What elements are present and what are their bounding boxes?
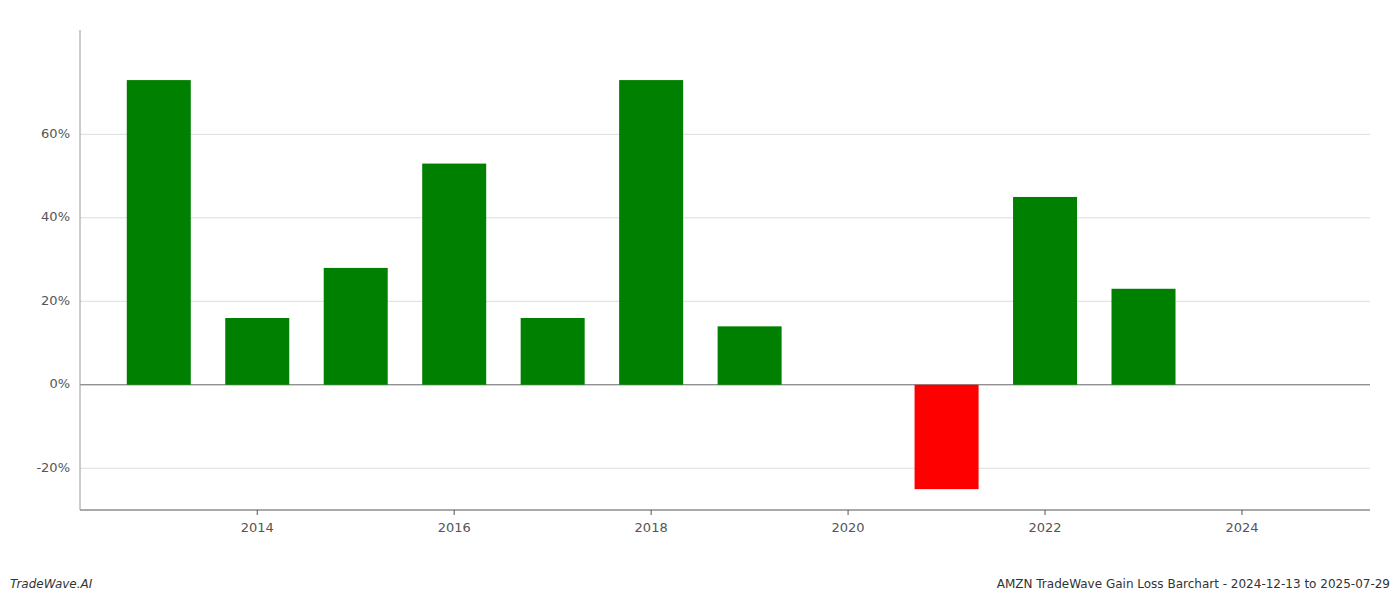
y-grid [80, 134, 1370, 468]
bar [718, 326, 782, 384]
bars [127, 80, 1176, 489]
x-tick-label: 2022 [1028, 520, 1061, 535]
grid-line [80, 468, 1370, 469]
x-tick [454, 510, 455, 515]
bar [127, 80, 191, 385]
y-tick-label: -20% [36, 460, 70, 475]
grid-line [80, 217, 1370, 218]
x-tick [257, 510, 258, 515]
footer-left: TradeWave.AI [10, 577, 93, 591]
y-tick-labels: -20% 0% 20% 40% 60% [36, 126, 70, 475]
bar [422, 164, 486, 385]
x-tick-label: 2016 [438, 520, 471, 535]
bar [324, 268, 388, 385]
bar [915, 385, 979, 489]
bar [521, 318, 585, 385]
x-tick-label: 2020 [832, 520, 865, 535]
x-ticks: 2014 2016 2018 2020 2022 2024 [241, 510, 1259, 535]
bar [1112, 289, 1176, 385]
footer-right: AMZN TradeWave Gain Loss Barchart - 2024… [997, 577, 1390, 591]
y-tick-label: 60% [41, 126, 70, 141]
grid-line [80, 301, 1370, 302]
x-tick-label: 2018 [635, 520, 668, 535]
x-tick-label: 2014 [241, 520, 274, 535]
chart-container: -20% 0% 20% 40% 60% 2014 2016 2018 2020 2022 2024 T… [0, 0, 1400, 600]
bar [225, 318, 289, 385]
y-tick-label: 0% [49, 376, 70, 391]
x-tick [1241, 510, 1242, 515]
y-tick-label: 20% [41, 293, 70, 308]
x-tick [651, 510, 652, 515]
x-axis-line [80, 510, 1370, 511]
y-tick-label: 40% [41, 209, 70, 224]
x-tick [848, 510, 849, 515]
y-axis-line [80, 30, 81, 510]
x-tick [1045, 510, 1046, 515]
x-tick-label: 2024 [1225, 520, 1258, 535]
grid-line [80, 134, 1370, 135]
bar [619, 80, 683, 385]
bar [1013, 197, 1077, 385]
chart-svg: -20% 0% 20% 40% 60% 2014 2016 2018 2020 2022 2024 T… [0, 0, 1400, 600]
